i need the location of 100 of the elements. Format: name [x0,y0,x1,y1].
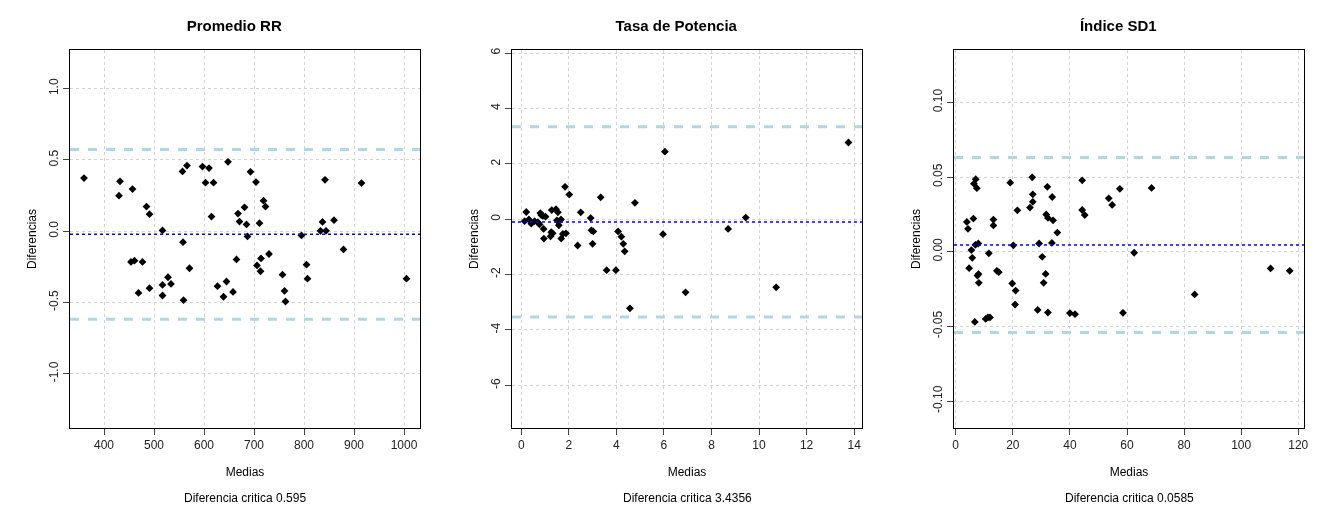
point [1044,308,1052,317]
point [974,278,983,287]
point [259,196,268,205]
chart-title: Tasa de Potencia [615,16,738,34]
point [1028,197,1037,206]
point [1044,214,1052,222]
point [970,318,979,326]
x-tick-label: 700 [243,438,265,453]
point [1008,279,1017,288]
point [619,239,628,248]
point [1043,182,1052,191]
point [278,270,287,279]
point [261,202,270,211]
point [1053,228,1062,237]
point [596,193,605,202]
point [183,161,191,170]
point [116,177,124,186]
x-axis-title: Medias [1109,465,1149,480]
y-axis-title: Diferencias [24,208,39,270]
y-tick-label: -0.05 [931,310,946,339]
point [318,217,327,226]
x-tick-label: 12 [799,438,814,453]
point [614,227,622,236]
point [232,255,241,264]
point [255,219,264,228]
point [573,241,582,250]
x-tick-label: 1000 [390,438,418,453]
x-tick-label: 100 [1231,438,1252,453]
chart-title: Índice SD1 [1079,16,1157,34]
point [1190,290,1199,299]
point [201,178,210,187]
point [253,261,261,270]
point [1013,206,1022,215]
x-tick-label: 60 [1120,438,1134,453]
point [602,266,611,275]
point [158,281,167,289]
point [617,232,626,241]
x-tick-label: 10 [752,438,767,453]
x-tick-label: 20 [1006,438,1020,453]
x-tick-label: 4 [613,438,621,453]
x-tick-label: 0 [517,438,525,453]
point [142,202,151,211]
point [207,212,216,221]
point [620,247,629,256]
y-tick-label: -6 [489,377,504,389]
point [1033,306,1042,314]
point [246,167,255,176]
y-tick-label: -1.0 [47,361,62,383]
point [962,218,971,226]
point [316,226,325,235]
point [1285,266,1294,275]
point [402,274,411,283]
point [1104,194,1113,203]
point [557,234,566,243]
point [1038,252,1047,261]
point [1130,248,1139,257]
x-tick-label: 500 [143,438,165,453]
point [256,267,265,276]
point [741,213,750,222]
point [554,221,563,230]
point [302,260,311,269]
chart-title: Promedio RR [186,16,282,34]
x-tick-label: 600 [193,438,215,453]
point [724,224,733,233]
y-tick-label: -2 [489,267,504,279]
x-tick-label: 900 [343,438,365,453]
x-tick-label: 2 [565,438,573,453]
y-tick-label: 0 [489,213,504,221]
point [229,288,237,296]
point [968,253,977,262]
point [138,258,147,266]
point [970,179,978,188]
x-tick-label: 120 [1288,438,1309,453]
point [1011,300,1019,309]
point [257,254,265,263]
x-axis-title: Medias [225,465,265,480]
point [1108,201,1117,209]
point [522,208,531,216]
point [234,209,242,218]
point [321,175,329,184]
y-tick-label: 6 [489,47,504,55]
point [557,215,565,224]
point [219,292,228,301]
point [972,184,981,193]
x-tick-label: 40 [1063,438,1077,453]
point [1026,203,1034,212]
x-tick-label: 80 [1177,438,1192,453]
point [115,191,123,200]
y-tick-label: 1.0 [47,78,62,96]
point [1078,176,1087,185]
y-tick-label: -0.5 [47,290,62,312]
point [586,214,595,222]
point [1048,193,1057,201]
point [964,224,972,233]
y-tick-label: 0.00 [931,237,946,262]
point [179,238,187,247]
point [971,175,980,184]
point [561,182,569,191]
point [1071,310,1079,319]
text: Diferencia critica 0.0585 [1065,491,1195,505]
